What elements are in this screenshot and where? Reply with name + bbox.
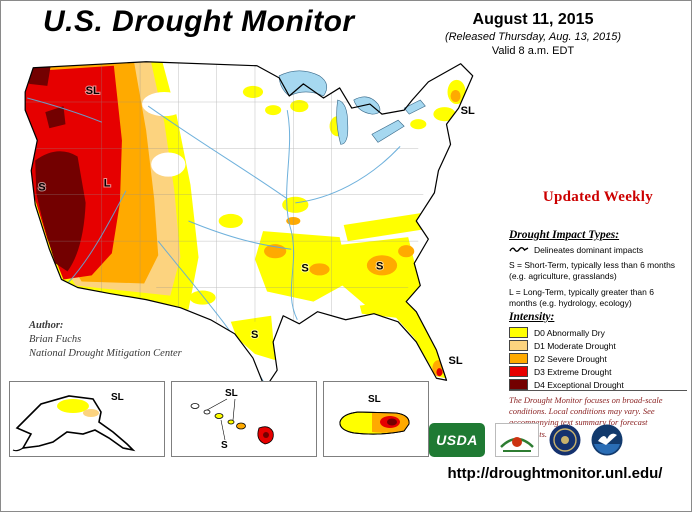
usda-logo-text: USDA <box>436 432 478 448</box>
author-org: National Drought Mitigation Center <box>29 348 182 360</box>
agency-logos: USDA <box>429 423 669 457</box>
hawaii-island-lanai <box>227 419 235 425</box>
alaska-drought-d0 <box>57 399 89 413</box>
hawaii-island-molokai <box>214 413 224 419</box>
legend-swatch-d3 <box>509 366 528 377</box>
drought-patch-kansas <box>218 213 243 229</box>
rivers <box>27 97 401 385</box>
drought-patch-west-texas <box>189 290 216 305</box>
hawaii-island-maui <box>236 422 246 430</box>
lake-michigan <box>336 99 349 145</box>
drought-region-d4-oregon <box>45 106 66 129</box>
legend-item-d0: D0 Abnormally Dry <box>509 327 689 338</box>
legend-label-d1: D1 Moderate Drought <box>534 340 616 351</box>
impact-types-section: Drought Impact Types: Delineates dominan… <box>509 229 689 309</box>
noaa-logo <box>591 424 623 456</box>
legend-item-d4: D4 Exceptional Drought <box>509 379 689 390</box>
puerto-rico-inset: SL <box>323 381 429 457</box>
us-drought-map: SL S L S S S SL SL <box>24 61 476 389</box>
ndmc-logo <box>495 423 539 457</box>
alaska-outline <box>15 395 136 452</box>
legend-item-d3: D3 Extreme Drought <box>509 366 689 377</box>
hawaii-top-label: SL <box>225 388 238 399</box>
legend-swatch-d0 <box>509 327 528 338</box>
drought-patch-dakotas <box>242 85 264 99</box>
drought-region-tennessee-carolinas <box>343 212 427 242</box>
author-label: Author: <box>29 320 64 331</box>
map-label-texas: S <box>251 329 258 341</box>
updated-weekly-text: Updated Weekly <box>542 189 654 205</box>
great-lakes <box>278 70 426 145</box>
lake-ontario <box>403 99 426 115</box>
impact-short-term-text: S = Short-Term, typically less than 6 mo… <box>509 260 676 282</box>
drought-region-south-texas <box>230 315 276 361</box>
impact-delineates-text: Delineates dominant impacts <box>534 245 644 255</box>
author-name: Brian Fuchs <box>29 334 82 346</box>
alaska-label: SL <box>111 392 124 403</box>
drought-patch-wisconsin <box>290 100 309 113</box>
impact-types-heading: Drought Impact Types: <box>509 229 620 241</box>
drought-patch-minnesota <box>265 105 282 116</box>
author-block: Author: Brian Fuchs National Drought Mit… <box>29 319 182 362</box>
aleutian-chain <box>12 447 24 452</box>
hawaii-big-island-d4 <box>263 432 269 438</box>
map-label-washington: SL <box>86 85 100 97</box>
clear-area-wyoming <box>151 152 186 177</box>
map-label-southeast: S <box>376 260 383 272</box>
drought-patch-new-york <box>410 119 427 130</box>
site-url[interactable]: http://droughtmonitor.unl.edu/ <box>447 465 663 482</box>
legend-swatch-d4 <box>509 379 528 390</box>
hawaii-island-kauai <box>190 403 200 409</box>
map-label-florida: SL <box>449 355 463 367</box>
drought-patch-mississippi <box>309 263 330 276</box>
drought-region-d4-nw-washington <box>25 61 52 86</box>
release-date: (Released Thursday, Aug. 13, 2015) <box>444 31 622 43</box>
page-title: U.S. Drought Monitor <box>43 5 355 38</box>
squiggle-line-icon <box>509 247 529 252</box>
map-label-northeast: SL <box>461 105 475 117</box>
hawaii-bottom-label: S <box>221 440 228 451</box>
puerto-rico-label: SL <box>368 394 381 405</box>
date-block: August 11, 2015 (Released Thursday, Aug.… <box>405 11 661 57</box>
map-label-midsouth: S <box>301 262 308 274</box>
usda-logo: USDA <box>429 423 485 457</box>
clear-area-montana <box>142 91 187 117</box>
valid-time: Valid 8 a.m. EDT <box>491 45 575 57</box>
legend-label-d2: D2 Severe Drought <box>534 353 607 364</box>
hawaii-inset: SL S <box>171 381 317 457</box>
legend-item-d2: D2 Severe Drought <box>509 353 689 364</box>
map-label-nevada: L <box>104 178 111 190</box>
map-date: August 11, 2015 <box>472 11 594 28</box>
alaska-drought-d1 <box>83 409 99 417</box>
legend-label-d4: D4 Exceptional Drought <box>534 379 624 390</box>
hawaii-island-oahu <box>203 409 211 415</box>
legend-swatch-d1 <box>509 340 528 351</box>
us-outline <box>24 61 474 389</box>
drought-patch-southern-new-england <box>433 107 456 122</box>
legend-label-d3: D3 Extreme Drought <box>534 366 612 377</box>
intensity-heading: Intensity: <box>509 311 555 323</box>
state-borders <box>25 61 424 322</box>
drought-patch-missouri <box>282 196 309 213</box>
map-label-california: S <box>38 182 45 194</box>
drought-patch-georgia <box>366 255 398 276</box>
legend-label-d0: D0 Abnormally Dry <box>534 327 605 338</box>
legend-swatch-d2 <box>509 353 528 364</box>
alaska-inset: SL <box>9 381 165 457</box>
intensity-legend-section: Intensity: D0 Abnormally Dry D1 Moderate… <box>509 311 689 392</box>
drought-patch-new-hampshire <box>450 89 461 103</box>
legend-item-d1: D1 Moderate Drought <box>509 340 689 351</box>
lake-superior <box>278 70 328 97</box>
drought-patch-south-carolina <box>398 245 415 258</box>
lake-erie <box>371 119 405 143</box>
commerce-seal-logo <box>549 424 581 456</box>
impact-long-term-text: L = Long-Term, typically greater than 6 … <box>509 287 654 309</box>
puerto-rico-d4 <box>387 418 397 426</box>
drought-patch-florida-tip <box>436 368 443 377</box>
